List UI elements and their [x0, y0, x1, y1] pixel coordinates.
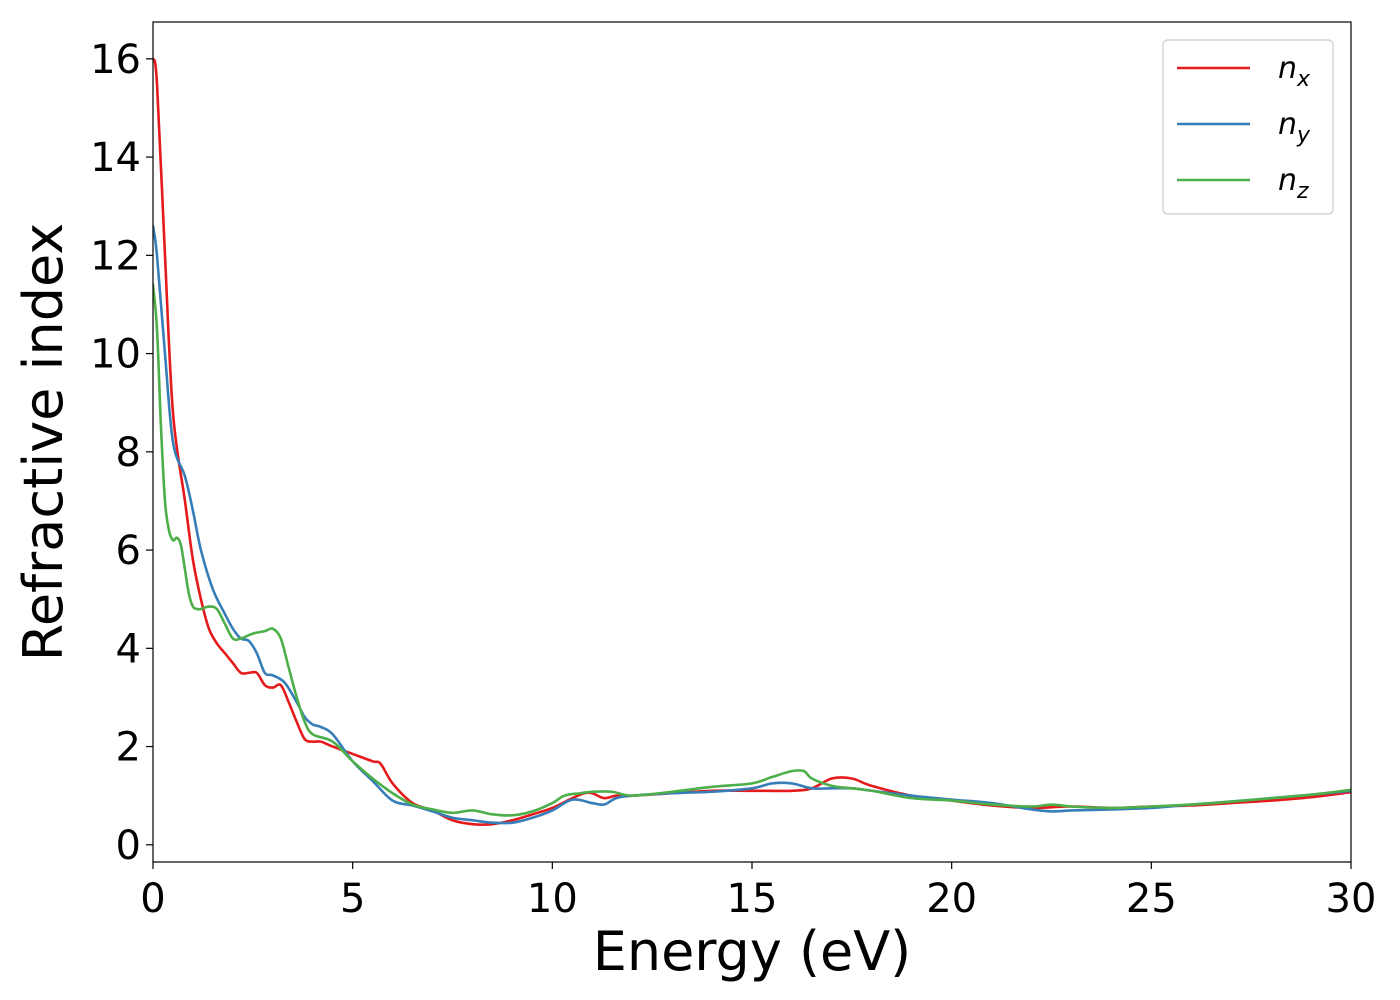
legend-box [1162, 39, 1334, 215]
x-tick-label: 0 [140, 876, 165, 922]
y-axis-ticks: 0 2 4 6 8 10 12 14 16 [90, 37, 153, 869]
x-tick-label: 10 [527, 876, 578, 922]
series-layer [153, 57, 1351, 826]
x-tick-label: 5 [340, 876, 365, 922]
x-tick-label: 25 [1126, 876, 1177, 922]
y-tick-label: 2 [116, 725, 141, 771]
y-tick-label: 4 [116, 626, 141, 672]
y-axis-title: Refractive index [12, 223, 75, 662]
x-tick-label: 30 [1326, 876, 1377, 922]
y-tick-label: 14 [90, 135, 141, 181]
y-tick-label: 16 [90, 37, 141, 83]
x-axis-title: Energy (eV) [593, 920, 912, 983]
y-tick-label: 6 [116, 528, 141, 574]
x-tick-label: 20 [926, 876, 977, 922]
y-tick-label: 8 [116, 430, 141, 476]
y-tick-label: 0 [116, 823, 141, 869]
x-tick-label: 15 [727, 876, 778, 922]
series-line-ny [153, 224, 1351, 825]
y-tick-label: 10 [90, 332, 141, 378]
y-tick-label: 12 [90, 233, 141, 279]
series-line-nz [153, 283, 1351, 817]
x-axis-ticks: 0 5 10 15 20 25 30 [140, 862, 1376, 922]
